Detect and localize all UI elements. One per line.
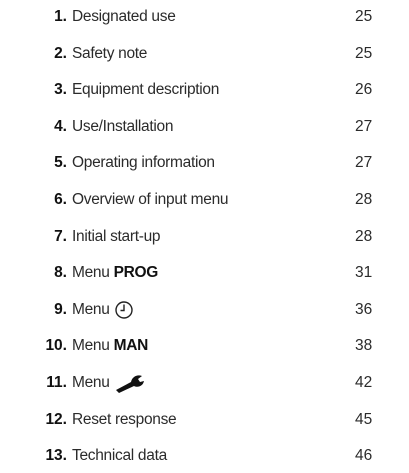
section-title: Safety note [72,42,147,66]
toc-row: 2. Safety note 25 [0,42,409,66]
section-number: 9. [54,300,67,318]
section-title: Technical data [72,444,167,468]
title-text: Technical data [72,447,167,465]
toc-row: 9. Menu 36 [0,298,409,322]
title-text: Operating information [72,154,215,172]
section-title: Equipment description [72,78,219,102]
page-number: 36 [355,300,373,318]
page-number: 38 [355,337,373,355]
section-number: 3. [54,81,67,99]
toc-row: 11. Menu 42 [0,371,409,395]
section-title: Menu MAN [72,334,148,358]
title-emphasis: PROG [113,264,159,282]
title-text: Menu [72,264,110,282]
section-title: Operating information [72,151,215,175]
page-number: 45 [355,410,373,428]
page-number: 27 [355,117,373,135]
section-title: Designated use [72,5,176,29]
page-number: 28 [355,191,373,208]
section-number: 6. [54,191,67,208]
toc-row: 10. Menu MAN 38 [0,334,409,358]
toc-row: 5. Operating information 27 [0,151,409,175]
toc-row: 1. Designated use 25 [0,5,409,29]
page-number: 31 [355,264,373,282]
section-title: Initial start-up [72,225,161,249]
section-number: 12. [45,410,67,428]
title-text: Reset response [72,410,177,428]
title-text: Menu [72,374,110,391]
page-number: 42 [355,374,373,391]
page-number: 25 [355,8,373,25]
page-number: 28 [355,227,373,245]
toc-row: 3. Equipment description 26 [0,78,409,102]
section-title: Menu [72,371,146,395]
section-number: 5. [54,154,67,172]
title-text: Initial start-up [72,227,161,245]
clock-icon [114,301,133,319]
section-number: 1. [54,8,67,25]
toc-row: 7. Initial start-up 28 [0,225,409,249]
title-text: Use/Installation [72,117,174,135]
section-title: Overview of input menu [72,188,229,212]
section-title: Use/Installation [72,115,173,139]
section-number: 13. [45,447,67,465]
section-title: Menu [72,298,134,322]
section-number: 4. [54,117,67,135]
section-number: 7. [54,227,67,245]
section-number: 10. [45,337,67,355]
title-text: Safety note [72,44,148,62]
section-number: 11. [46,374,67,391]
section-title: Menu PROG [72,261,158,285]
section-title: Reset response [72,408,177,432]
page-number: 46 [355,447,373,465]
title-text: Designated use [72,8,176,25]
section-number: 2. [54,44,67,62]
section-number: 8. [54,264,67,282]
title-text: Equipment description [72,81,220,99]
title-text: Menu [72,337,110,355]
title-text: Menu [72,300,110,318]
page-number: 25 [355,44,373,62]
toc-row: 4. Use/Installation 27 [0,115,409,139]
toc-row: 12. Reset response 45 [0,408,409,432]
wrench-icon [115,375,144,393]
toc-row: 8. Menu PROG 31 [0,261,409,285]
title-text: Overview of input menu [72,191,229,208]
page-number: 27 [355,154,373,172]
page-number: 26 [355,81,373,99]
toc-row: 6. Overview of input menu 28 [0,188,409,212]
title-emphasis: MAN [113,337,149,355]
toc-row: 13. Technical data 46 [0,444,409,468]
